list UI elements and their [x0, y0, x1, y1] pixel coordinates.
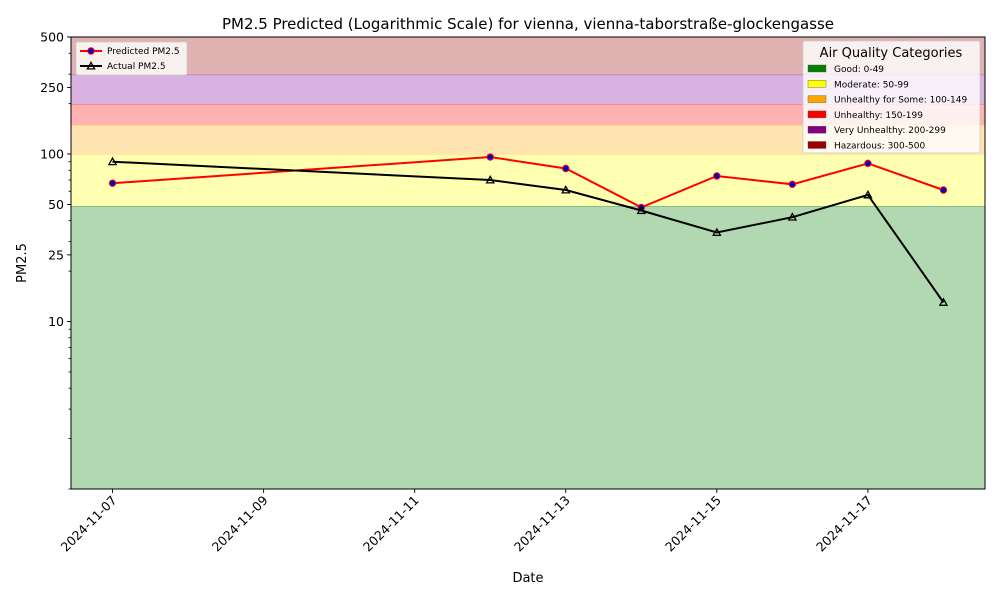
x-tick-label: 2024-11-09	[209, 492, 271, 554]
data-point	[788, 180, 797, 188]
y-axis: 10 25 50 100 250 500	[40, 30, 71, 490]
y-tick-label: 250	[40, 80, 64, 95]
y-tick-label: 500	[40, 30, 64, 45]
x-axis: 2024-11-07 2024-11-09 2024-11-11 2024-11-13…	[58, 489, 875, 554]
chart-title: PM2.5 Predicted (Logarithmic Scale) for …	[222, 15, 834, 33]
data-point	[713, 172, 721, 180]
series-group	[107, 153, 949, 306]
y-tick-label: 100	[40, 147, 64, 162]
y-tick-label: 10	[48, 314, 64, 329]
series-legend-box	[75, 41, 188, 76]
data-point	[863, 190, 873, 199]
series-1	[107, 156, 949, 306]
data-point	[486, 153, 494, 161]
data-point	[108, 179, 117, 187]
aqi-legend-swatch	[807, 110, 827, 119]
aqi-legend-label: Moderate: 50-99	[834, 80, 909, 90]
aqi-legend-swatch	[807, 64, 827, 73]
series-legend: Predicted PM2.5 Actual PM2.5	[75, 41, 188, 76]
data-point	[485, 175, 495, 184]
aqi-legend-label: Very Unhealthy: 200-299	[834, 126, 946, 136]
data-point	[561, 185, 571, 194]
data-point	[939, 186, 948, 194]
aqi-legend-swatch	[807, 95, 827, 103]
x-tick-label: 2024-11-07	[58, 493, 120, 555]
y-axis-label: PM2.5	[15, 243, 30, 283]
aqi-legend-swatch	[807, 80, 827, 88]
data-point	[864, 159, 872, 168]
series-legend-marker	[87, 47, 95, 55]
aqi-legend-label: Good: 0-49	[834, 65, 884, 75]
data-point	[636, 205, 647, 215]
aqi-legend: Air Quality Categories Good: 0-49 Moderate…	[802, 40, 981, 154]
x-tick-label: 2024-11-11	[360, 493, 422, 555]
data-point	[712, 227, 722, 237]
series-0	[108, 153, 948, 212]
x-axis-label: Date	[512, 571, 543, 586]
series-legend-label: Actual PM2.5	[107, 62, 166, 72]
x-tick-label: 2024-11-13	[511, 493, 573, 555]
series-line	[112, 160, 945, 303]
data-point	[107, 156, 118, 166]
aqi-legend-title: Air Quality Categories	[820, 46, 963, 61]
plot-frame	[70, 36, 986, 490]
aqi-band-3	[71, 104, 985, 126]
x-tick-label: 2024-11-17	[813, 493, 875, 555]
y-tick-label: 50	[48, 197, 64, 212]
data-point	[938, 297, 949, 306]
aqi-legend-label: Unhealthy for Some: 100-149	[834, 96, 967, 106]
aqi-legend-label: Hazardous: 300-500	[834, 142, 925, 152]
data-point	[562, 164, 570, 173]
y-tick-label: 25	[48, 247, 64, 262]
aqi-band-0	[71, 205, 985, 489]
aqi-legend-swatch	[807, 125, 827, 134]
aqi-legend-box	[802, 40, 981, 154]
series-legend-marker	[86, 61, 96, 70]
x-tick-label: 2024-11-15	[662, 493, 724, 555]
aqi-legend-swatch	[807, 141, 827, 149]
series-line	[112, 155, 944, 209]
series-legend-label: Predicted PM2.5	[107, 47, 180, 57]
aqi-legend-label: Unhealthy: 150-199	[834, 111, 923, 121]
data-point	[787, 212, 798, 221]
